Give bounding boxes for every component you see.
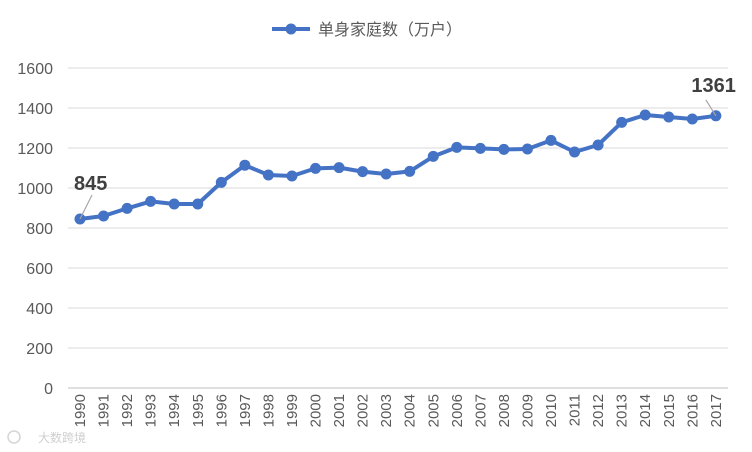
x-tick-label: 2003 [378, 394, 395, 427]
y-tick-label: 0 [44, 381, 53, 398]
gridlines [68, 67, 728, 389]
y-tick-label: 1600 [17, 61, 53, 78]
x-tick-label: 2012 [590, 394, 607, 427]
x-tick-label: 2015 [661, 394, 678, 427]
y-tick-label: 400 [26, 301, 53, 318]
x-tick-label: 1991 [96, 394, 113, 427]
x-tick-label: 2016 [684, 394, 701, 427]
legend-label: 单身家庭数（万户） [318, 20, 462, 39]
x-tick-label: 2000 [308, 394, 325, 427]
x-tick-label: 1993 [143, 394, 160, 427]
watermark-text: 大数跨境 [38, 430, 86, 445]
annotation-leader-line [79, 194, 93, 220]
x-tick-label: 2014 [637, 394, 654, 427]
legend: 单身家庭数（万户） [272, 20, 462, 39]
data-point [498, 143, 510, 155]
watermark-logo-icon [7, 430, 21, 444]
data-point [121, 202, 133, 214]
data-point [168, 198, 180, 210]
x-axis-ticks: 1990 1991 1992 1993 1994 1995 1996 1997 1998 1999… [72, 394, 725, 427]
y-tick-label: 1000 [17, 181, 53, 198]
series-layer [74, 109, 722, 225]
y-tick-label: 1400 [17, 101, 53, 118]
x-tick-label: 2011 [567, 394, 584, 426]
data-point [592, 139, 604, 151]
y-tick-label: 600 [26, 261, 53, 278]
data-point [286, 170, 298, 182]
data-point [357, 166, 369, 178]
x-tick-label: 1994 [166, 394, 183, 427]
legend-marker-swatch [285, 23, 297, 35]
watermark: 大数跨境 [7, 430, 86, 445]
data-point [663, 111, 675, 123]
data-point [333, 162, 345, 174]
x-tick-label: 2008 [496, 394, 513, 427]
x-tick-label: 2006 [449, 394, 466, 427]
y-tick-label: 200 [26, 341, 53, 358]
x-tick-label: 1996 [213, 394, 230, 427]
data-label: 1361 [691, 75, 736, 97]
annotations-layer: 845 1361 [74, 75, 736, 220]
x-tick-label: 2002 [355, 394, 372, 427]
data-point [545, 134, 557, 146]
x-tick-label: 1992 [119, 394, 136, 427]
y-axis-ticks: 0 200 400 600 800 1000 1200 1400 1600 [17, 61, 53, 398]
data-point [310, 162, 321, 174]
data-point [686, 113, 698, 125]
data-point [98, 210, 110, 222]
data-point [380, 168, 392, 180]
series-line [79, 113, 717, 221]
data-point [192, 198, 204, 210]
x-tick-label: 2004 [402, 394, 419, 427]
x-tick-label: 2013 [614, 394, 631, 427]
data-point [215, 176, 227, 188]
x-tick-label: 2010 [543, 394, 560, 427]
data-point [521, 143, 533, 155]
data-point [639, 109, 651, 121]
annotation-leader-line [705, 99, 717, 117]
data-point [451, 141, 463, 153]
data-point [474, 142, 486, 154]
y-tick-label: 1200 [17, 141, 53, 158]
x-tick-label: 1995 [190, 394, 207, 427]
data-point [569, 146, 581, 158]
x-tick-label: 2017 [708, 394, 725, 427]
x-tick-label: 1990 [72, 394, 89, 427]
data-point [145, 195, 157, 207]
x-tick-label: 2009 [519, 394, 536, 427]
data-label: 845 [74, 173, 107, 195]
data-point [262, 169, 274, 181]
data-point [239, 159, 251, 171]
data-point [427, 150, 439, 162]
data-point [616, 116, 628, 128]
x-tick-label: 1999 [284, 394, 301, 427]
y-tick-label: 800 [26, 221, 53, 238]
x-tick-label: 2005 [425, 394, 442, 427]
x-tick-label: 1998 [260, 394, 277, 427]
x-tick-label: 1997 [237, 394, 254, 427]
x-tick-label: 2007 [472, 394, 489, 427]
data-point [404, 165, 416, 177]
x-tick-label: 2001 [331, 394, 348, 427]
